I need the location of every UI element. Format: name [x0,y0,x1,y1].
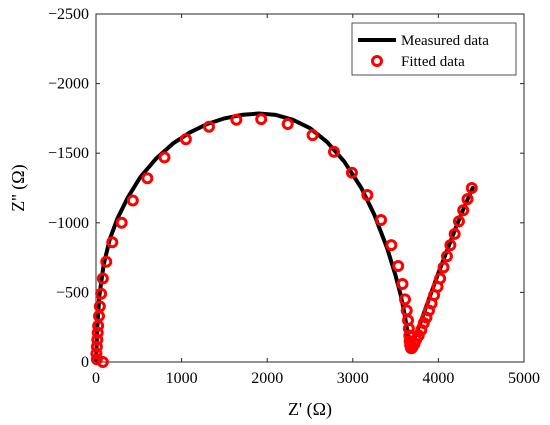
fitted-data-point [444,239,457,252]
x-tick-label: 3000 [337,370,369,387]
legend-fitted-label: Fitted data [401,54,465,70]
y-tick-label: −1000 [48,215,89,232]
fitted-data-point [255,113,268,126]
x-axis-title: Z' (Ω) [288,399,332,420]
y-tick-label: 0 [81,354,89,371]
fitted-data-point [281,117,294,130]
fitted-data-point [141,172,154,185]
axis-tick-labels: 0 1000 2000 3000 4000 5000 0 −500 −1000 −1500 −200… [48,6,540,387]
fitted-data-point [93,300,106,313]
y-axis-title: Z'' (Ω) [8,164,29,211]
series-layer [90,111,478,368]
fitted-data-point [375,214,388,227]
fitted-data-point [158,151,171,164]
fitted-data-point [465,182,478,194]
fitted-data-point [90,340,103,353]
fitted-data-point [448,227,461,240]
fitted-data-point [461,193,474,206]
legend-fitted-marker [371,55,383,67]
fitted-data-point [306,129,319,142]
fitted-data-point [126,194,139,207]
fitted-data-point [90,347,103,360]
fitted-data-point [115,216,128,229]
fitted-data-point [230,113,243,126]
fitted-data-point [440,250,453,263]
legend-measured-label: Measured data [401,33,489,49]
x-tick-label: 5000 [508,370,540,387]
fitted-data-point [437,261,450,274]
fitted-data-point [327,145,340,158]
fitted-data-point [91,333,104,346]
fitted-data-point [457,204,470,217]
fitted-data-point [399,293,412,306]
x-tick-label: 0 [92,370,100,387]
fitted-data-point [100,255,113,268]
fitted-data-point [95,287,108,300]
y-tick-label: −1500 [48,145,89,162]
fitted-data-point [345,166,358,179]
legend: Measured data Fitted data [351,22,517,76]
y-tick-label: −2000 [48,76,89,93]
fitted-data-point [202,120,215,133]
fitted-data-point [179,133,192,146]
legend-box [351,22,517,76]
fitted-data-point [96,272,109,285]
fitted-data-point [402,322,415,335]
fitted-data-point [90,353,103,366]
y-tick-label: −500 [56,284,89,301]
fitted-data-point [392,259,405,272]
fitted-data-point [106,236,119,249]
fitted-data-point [91,326,104,339]
fitted-data-point [385,239,398,252]
fitted-data-point [361,188,374,201]
x-tick-label: 2000 [251,370,283,387]
x-tick-label: 4000 [422,370,454,387]
y-tick-label: −2500 [48,6,89,23]
fitted-data-point [434,272,447,285]
fitted-data-point [452,215,465,228]
fitted-data-point [396,278,409,291]
x-tick-label: 1000 [166,370,198,387]
